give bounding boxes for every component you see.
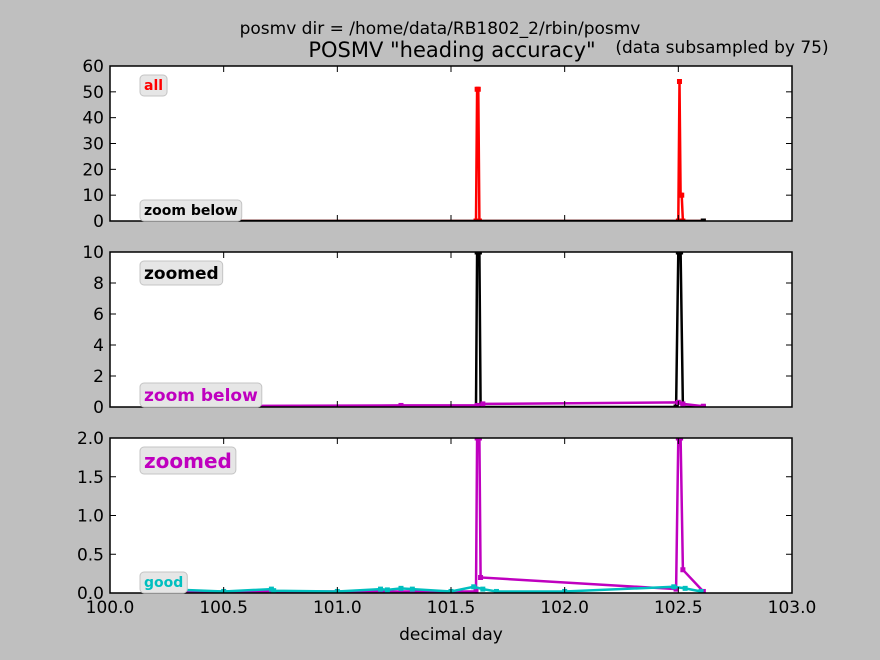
panels: 0 10 20 30 40 50 60 all zoom below 0 2 4 6 8 10 zoomed z… — [77, 57, 816, 618]
panel-all: 0 10 20 30 40 50 60 all zoom below — [82, 57, 793, 232]
x-tick-label: 102.5 — [654, 598, 703, 618]
x-tick-label: 102.0 — [540, 598, 589, 618]
y-tick-label: 0 — [93, 398, 104, 418]
suptitle: posmv dir = /home/data/RB1802_2/rbin/pos… — [240, 19, 641, 39]
annotation-text: zoom below — [144, 203, 238, 219]
y-tick-label: 10 — [82, 243, 104, 263]
annotation-label: zoomed — [139, 260, 224, 286]
annotation-box — [139, 260, 224, 286]
y-tick-label: 0.5 — [77, 545, 104, 565]
annotation-text: good — [144, 575, 183, 591]
y-tick-label: 40 — [82, 109, 104, 129]
axes-background — [110, 66, 792, 221]
series-line-1 — [162, 252, 704, 407]
panel-zoomed: 0 2 4 6 8 10 zoomed zoom below — [82, 243, 793, 418]
x-tick-label: 101.5 — [427, 598, 476, 618]
data-point — [474, 402, 480, 407]
y-tick-label: 0.0 — [77, 584, 104, 604]
y-tick-label: 0 — [93, 212, 104, 232]
data-point — [682, 585, 688, 591]
data-point — [676, 79, 682, 84]
data-point — [476, 438, 482, 441]
chart-title: POSMV "heading accuracy" — [308, 38, 595, 62]
series-line-1 — [162, 81, 704, 221]
chart-subtitle: (data subsampled by 75) — [615, 38, 828, 58]
plot-area — [159, 252, 706, 407]
y-tick-label: 8 — [93, 274, 104, 294]
y-tick-label: 1.5 — [77, 468, 104, 488]
annotation-label: zoomed — [139, 446, 237, 475]
data-point — [700, 403, 706, 407]
x-tick-label: 103.0 — [768, 598, 817, 618]
data-point — [398, 585, 404, 591]
data-point — [673, 404, 679, 407]
y-tick-label: 10 — [82, 186, 104, 206]
data-point — [271, 588, 277, 593]
data-point — [478, 575, 484, 580]
data-point — [475, 86, 481, 92]
series-line-2 — [162, 585, 702, 593]
axes-frame — [109, 437, 793, 594]
annotation-text: zoomed — [144, 449, 232, 473]
x-tick-label: 100.5 — [199, 598, 248, 618]
annotation-box — [139, 199, 243, 222]
y-tick-label: 20 — [82, 160, 104, 180]
annotation-text: zoom below — [144, 386, 258, 406]
data-point — [700, 218, 706, 221]
data-point — [698, 588, 704, 593]
data-point — [471, 584, 477, 590]
data-point — [398, 402, 404, 407]
data-point — [671, 584, 677, 590]
data-point — [678, 252, 684, 255]
y-tick-label: 50 — [82, 83, 104, 103]
annotation-label: all — [139, 74, 168, 97]
axes-frame — [109, 65, 793, 222]
x-tick-label: 100.0 — [86, 598, 135, 618]
y-tick-label: 4 — [93, 336, 104, 356]
annotation-label: zoom below — [139, 382, 263, 408]
annotation-text: zoomed — [144, 264, 219, 284]
axes-frame — [109, 251, 793, 408]
data-point — [493, 588, 499, 593]
y-tick-label: 6 — [93, 305, 104, 325]
annotation-text: all — [144, 78, 163, 94]
x-axis-label: decimal day — [399, 625, 503, 645]
data-point — [384, 587, 390, 593]
annotation-label: zoom below — [139, 199, 243, 222]
data-point — [480, 586, 486, 592]
y-tick-label: 30 — [82, 135, 104, 155]
annotation-box — [139, 571, 188, 594]
series-line-1 — [162, 438, 705, 593]
y-tick-label: 60 — [82, 57, 104, 77]
panel-good: 0.0 0.5 1.0 1.5 2.0 100.0 100.5 101.0 101.5 102.0… — [77, 429, 816, 618]
data-point — [473, 588, 479, 593]
data-point — [678, 438, 684, 441]
y-tick-label: 1.0 — [77, 507, 104, 527]
annotation-box — [139, 382, 263, 408]
annotation-box — [139, 74, 168, 97]
data-point — [680, 401, 686, 407]
y-tick-label: 2 — [93, 367, 104, 387]
data-point — [476, 252, 482, 255]
x-tick-label: 101.0 — [313, 598, 362, 618]
annotation-label: good — [139, 571, 188, 594]
annotation-box — [139, 446, 237, 475]
data-point — [680, 567, 686, 573]
data-point — [679, 192, 685, 198]
y-tick-label: 2.0 — [77, 429, 104, 449]
data-point — [409, 586, 415, 592]
data-point — [378, 586, 384, 592]
data-point — [480, 401, 486, 407]
